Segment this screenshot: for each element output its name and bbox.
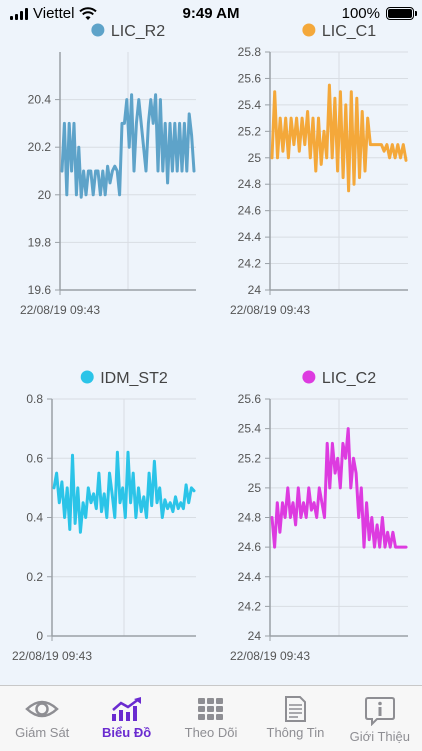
series-line <box>52 450 196 534</box>
x-tick-label: 22/08/19 09:43 <box>230 649 310 663</box>
carrier-name: Viettel <box>33 5 75 22</box>
series-line <box>60 93 196 199</box>
y-tick-label: 24.6 <box>238 204 262 218</box>
x-tick-label: 22/08/19 09:43 <box>12 649 92 663</box>
y-tick-label: 25.6 <box>238 71 262 85</box>
tab-giam-sat-label: Giám Sát <box>15 725 70 740</box>
tab-thong-tin[interactable]: Thông Tin <box>253 686 337 751</box>
legend-entry: IDM_ST2 <box>80 370 168 387</box>
y-tick-label: 24 <box>248 629 262 643</box>
y-tick-label: 20.2 <box>28 140 52 154</box>
y-tick-label: 25.2 <box>238 124 262 138</box>
legend-label: IDM_ST2 <box>100 370 168 387</box>
y-tick-label: 25 <box>248 481 262 495</box>
y-tick-label: 0 <box>36 629 43 643</box>
series-line <box>270 83 408 193</box>
legend-marker <box>91 23 105 37</box>
y-tick-label: 24.8 <box>238 511 262 525</box>
y-tick-label: 24.4 <box>238 230 262 244</box>
tab-theo-doi-label: Theo Dõi <box>184 725 238 740</box>
status-right: 100% <box>341 5 417 22</box>
tab-gioi-thieu-label: Giới Thiệu <box>349 729 410 744</box>
legend-entry: LIC_R2 <box>91 23 165 40</box>
chart-icon <box>111 697 141 721</box>
y-tick-label: 25.2 <box>238 451 262 465</box>
line-chart: 19.6 19.8 20 20.2 20.4 22/08/19 09:43 LIC_R2 <box>20 23 196 317</box>
x-tick-label: 22/08/19 09:43 <box>230 303 310 317</box>
y-tick-label: 0.2 <box>26 570 43 584</box>
y-tick-label: 24.2 <box>238 599 262 613</box>
legend-label: LIC_C1 <box>322 23 376 40</box>
y-tick-label: 25.4 <box>238 422 262 436</box>
battery-percent: 100% <box>341 5 380 22</box>
battery-icon <box>386 7 417 20</box>
y-tick-label: 24 <box>248 283 262 297</box>
eye-icon <box>25 700 60 718</box>
legend-marker <box>302 370 316 384</box>
status-bar: Viettel 9:49 AM 100% <box>0 0 422 28</box>
info-icon <box>364 697 395 726</box>
legend-label: LIC_C2 <box>322 370 376 387</box>
y-tick-label: 0.6 <box>26 451 43 465</box>
y-tick-label: 24.4 <box>238 570 262 584</box>
y-tick-label: 19.8 <box>28 235 52 249</box>
tab-thong-tin-label: Thông Tin <box>266 725 325 740</box>
y-tick-label: 19.6 <box>28 283 52 297</box>
series-line <box>270 427 408 549</box>
legend-label: LIC_R2 <box>111 23 165 40</box>
y-tick-label: 20 <box>38 188 52 202</box>
line-chart: 24 24.2 24.4 24.6 24.8 25 25.2 25.4 25.6 22/08/19… <box>230 370 408 663</box>
line-chart: 24 24.2 24.4 24.6 24.8 25 25.2 25.4 25.6 25.8 22/0… <box>230 23 408 317</box>
line-chart: 0 0.2 0.4 0.6 0.8 22/08/19 09:43 IDM_ST2 <box>12 370 196 663</box>
legend-marker <box>80 370 94 384</box>
legend-entry: LIC_C2 <box>302 370 376 387</box>
status-left: Viettel <box>10 5 98 22</box>
x-tick-label: 22/08/19 09:43 <box>20 303 100 317</box>
y-tick-label: 25 <box>248 151 262 165</box>
y-tick-label: 0.4 <box>26 511 43 525</box>
tab-gioi-thieu[interactable]: Giới Thiệu <box>338 686 422 751</box>
tab-theo-doi[interactable]: Theo Dõi <box>169 686 253 751</box>
tab-bieu-do[interactable]: Biểu Đồ <box>84 686 168 751</box>
y-tick-label: 20.4 <box>28 93 52 107</box>
tab-bieu-do-label: Biểu Đồ <box>102 725 152 740</box>
charts-area: 19.6 19.8 20 20.2 20.4 22/08/19 09:43 LIC_R2 24… <box>12 23 408 663</box>
legend-marker <box>302 23 316 37</box>
grid-icon <box>198 698 224 720</box>
signal-strength-icon <box>10 7 28 20</box>
y-tick-label: 24.8 <box>238 177 262 191</box>
y-tick-label: 25.6 <box>238 392 262 406</box>
tab-giam-sat[interactable]: Giám Sát <box>0 686 84 751</box>
y-tick-label: 25.4 <box>238 98 262 112</box>
status-time: 9:49 AM <box>182 5 240 22</box>
y-tick-label: 25.8 <box>238 45 262 59</box>
tab-bar: Giám Sát Biểu Đồ Theo Dõi <box>0 685 422 751</box>
y-tick-label: 24.2 <box>238 257 262 271</box>
y-tick-label: 24.6 <box>238 540 262 554</box>
document-icon <box>285 696 307 722</box>
wifi-icon <box>79 6 98 20</box>
y-tick-label: 0.8 <box>26 392 43 406</box>
legend-entry: LIC_C1 <box>302 23 376 40</box>
